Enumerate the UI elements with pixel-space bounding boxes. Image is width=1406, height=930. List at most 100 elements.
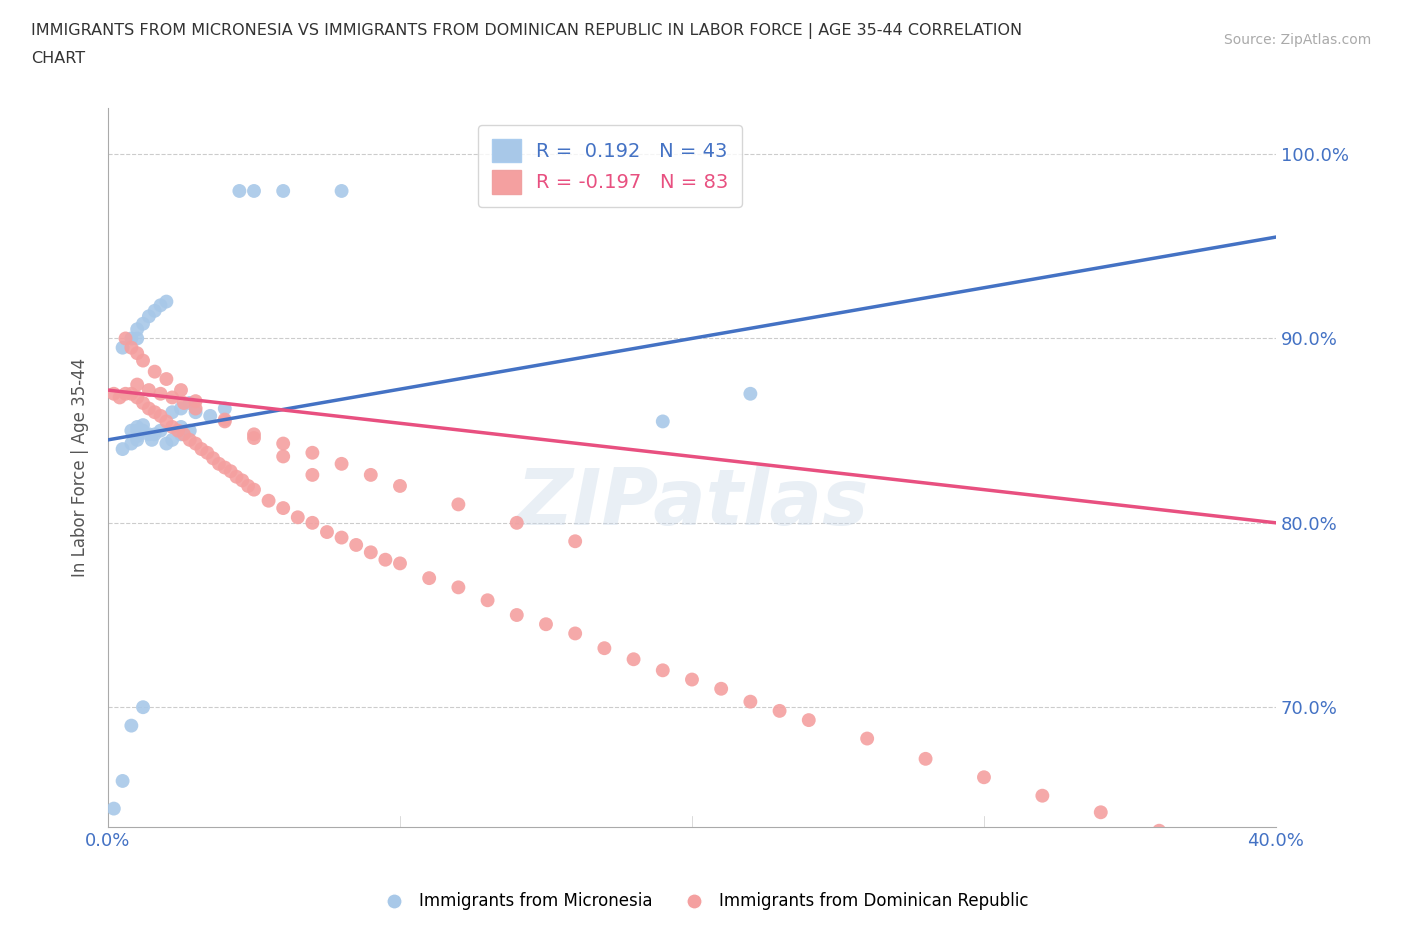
Point bbox=[506, 607, 529, 622]
Point bbox=[120, 718, 142, 733]
Point bbox=[143, 303, 166, 318]
Point bbox=[388, 479, 411, 494]
Y-axis label: In Labor Force | Age 35-44: In Labor Force | Age 35-44 bbox=[72, 358, 89, 578]
Point bbox=[330, 183, 353, 198]
Legend: R =  0.192   N = 43, R = -0.197   N = 83: R = 0.192 N = 43, R = -0.197 N = 83 bbox=[478, 125, 742, 207]
Point bbox=[228, 183, 250, 198]
Point bbox=[914, 751, 936, 766]
Point bbox=[127, 419, 149, 434]
Point bbox=[167, 423, 190, 438]
Point bbox=[155, 436, 177, 451]
Point bbox=[120, 386, 142, 401]
Point bbox=[184, 405, 207, 419]
Point bbox=[681, 672, 703, 687]
Point bbox=[184, 436, 207, 451]
Point bbox=[132, 418, 155, 432]
Point bbox=[208, 457, 231, 472]
Point bbox=[143, 427, 166, 442]
Point bbox=[447, 580, 470, 595]
Point bbox=[170, 401, 193, 416]
Point bbox=[127, 377, 149, 392]
Point bbox=[179, 395, 201, 410]
Point bbox=[856, 731, 879, 746]
Point bbox=[160, 432, 183, 447]
Point bbox=[120, 423, 142, 438]
Point bbox=[120, 331, 142, 346]
Point bbox=[710, 682, 733, 697]
Point bbox=[170, 382, 193, 397]
Point bbox=[160, 390, 183, 405]
Point bbox=[132, 316, 155, 331]
Point bbox=[651, 414, 673, 429]
Point bbox=[170, 419, 193, 434]
Point bbox=[214, 414, 236, 429]
Point bbox=[173, 395, 195, 410]
Point bbox=[418, 571, 440, 586]
Point bbox=[179, 423, 201, 438]
Point bbox=[127, 423, 149, 438]
Point bbox=[243, 482, 266, 497]
Point bbox=[243, 431, 266, 445]
Point bbox=[768, 703, 790, 718]
Point bbox=[149, 298, 172, 312]
Point bbox=[108, 390, 131, 405]
Point bbox=[127, 322, 149, 337]
Text: ZIPatlas: ZIPatlas bbox=[516, 466, 868, 541]
Point bbox=[271, 436, 294, 451]
Point bbox=[120, 436, 142, 451]
Point bbox=[243, 427, 266, 442]
Point bbox=[330, 457, 353, 472]
Point bbox=[114, 386, 136, 401]
Point bbox=[143, 405, 166, 419]
Point bbox=[155, 414, 177, 429]
Point bbox=[301, 445, 323, 460]
Point bbox=[388, 556, 411, 571]
Point bbox=[214, 401, 236, 416]
Point bbox=[111, 442, 134, 457]
Point bbox=[143, 365, 166, 379]
Point bbox=[173, 427, 195, 442]
Point bbox=[149, 408, 172, 423]
Point bbox=[132, 395, 155, 410]
Point bbox=[149, 423, 172, 438]
Point bbox=[219, 464, 242, 479]
Point bbox=[127, 346, 149, 361]
Text: IMMIGRANTS FROM MICRONESIA VS IMMIGRANTS FROM DOMINICAN REPUBLIC IN LABOR FORCE : IMMIGRANTS FROM MICRONESIA VS IMMIGRANTS… bbox=[31, 23, 1022, 39]
Point bbox=[447, 497, 470, 512]
Point bbox=[141, 432, 163, 447]
Point bbox=[111, 774, 134, 789]
Point bbox=[360, 468, 382, 483]
Point bbox=[190, 442, 212, 457]
Point bbox=[344, 538, 367, 552]
Point bbox=[1031, 789, 1053, 804]
Point bbox=[973, 770, 995, 785]
Point bbox=[184, 393, 207, 408]
Point bbox=[1090, 804, 1112, 819]
Point bbox=[506, 515, 529, 530]
Point bbox=[301, 515, 323, 530]
Point bbox=[740, 386, 762, 401]
Point bbox=[160, 419, 183, 434]
Point bbox=[138, 401, 160, 416]
Point bbox=[132, 699, 155, 714]
Point bbox=[160, 405, 183, 419]
Point bbox=[120, 340, 142, 355]
Point bbox=[271, 449, 294, 464]
Point bbox=[132, 353, 155, 368]
Point bbox=[155, 372, 177, 387]
Point bbox=[1147, 823, 1170, 838]
Point bbox=[103, 801, 125, 816]
Point bbox=[198, 408, 221, 423]
Point bbox=[1206, 840, 1229, 855]
Point bbox=[138, 427, 160, 442]
Point bbox=[225, 470, 247, 485]
Point bbox=[195, 445, 218, 460]
Point bbox=[103, 386, 125, 401]
Point bbox=[127, 331, 149, 346]
Point bbox=[170, 427, 193, 442]
Point bbox=[179, 432, 201, 447]
Point bbox=[127, 429, 149, 444]
Point bbox=[155, 294, 177, 309]
Point bbox=[138, 309, 160, 324]
Point bbox=[797, 712, 820, 727]
